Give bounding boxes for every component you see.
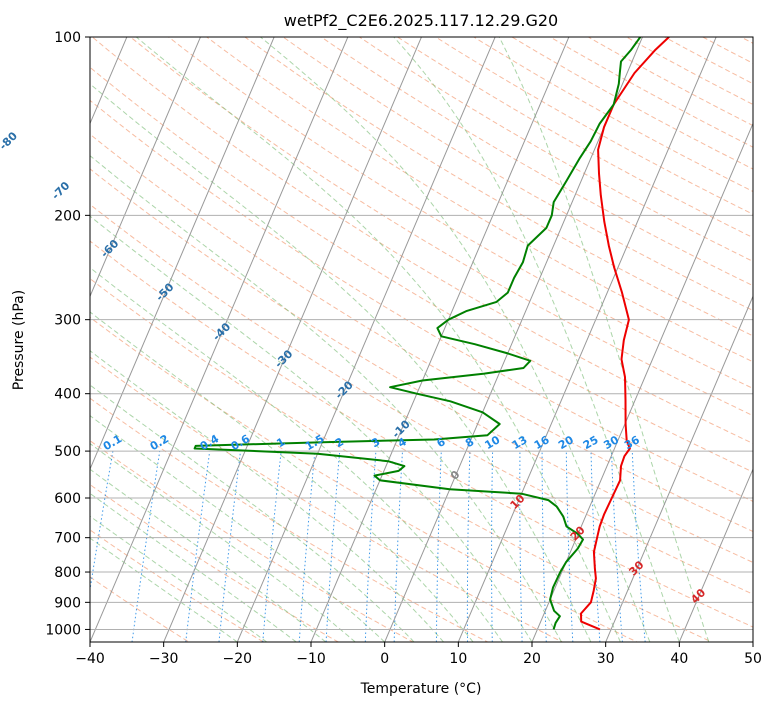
y-tick-label: 200 <box>54 208 81 224</box>
y-tick-label: 100 <box>54 30 81 46</box>
y-tick-label: 600 <box>54 491 81 507</box>
y-tick-label: 1000 <box>45 622 81 638</box>
y-tick-label: 800 <box>54 565 81 581</box>
y-tick-label: 300 <box>54 313 81 329</box>
x-tick-label: 40 <box>670 651 688 667</box>
x-tick-label: 30 <box>597 651 615 667</box>
chart-title: wetPf2_C2E6.2025.117.12.29.G20 <box>284 11 558 31</box>
y-tick-label: 900 <box>54 595 81 611</box>
x-tick-label: 0 <box>380 651 389 667</box>
x-tick-label: −40 <box>75 651 105 667</box>
x-tick-label: −20 <box>223 651 253 667</box>
x-tick-label: 10 <box>449 651 467 667</box>
x-axis-label: Temperature (°C) <box>360 681 482 697</box>
x-tick-label: −30 <box>149 651 179 667</box>
x-tick-label: −10 <box>296 651 326 667</box>
x-tick-label: 20 <box>523 651 541 667</box>
y-tick-label: 700 <box>54 531 81 547</box>
y-tick-label: 500 <box>54 444 81 460</box>
y-tick-label: 400 <box>54 387 81 403</box>
y-axis-label: Pressure (hPa) <box>11 290 27 390</box>
x-tick-label: 50 <box>744 651 762 667</box>
